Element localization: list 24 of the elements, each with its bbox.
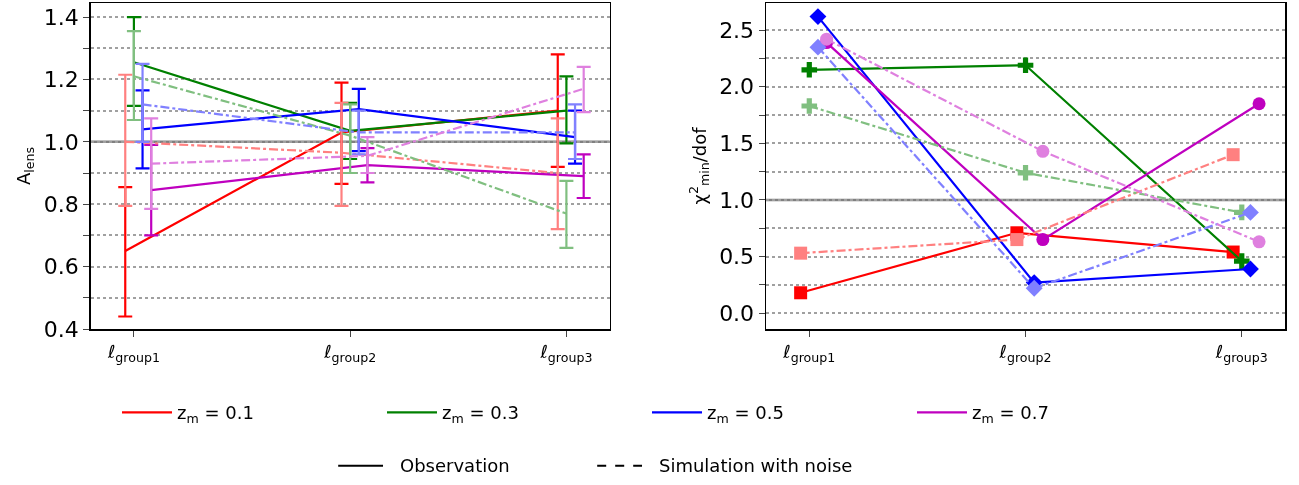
legend-label: z$_{m}$ = 0.7 <box>972 402 1049 427</box>
y-tick-label: 2.0 <box>719 74 755 100</box>
x-tick-label: ℓ$_{group2}$ <box>323 341 377 365</box>
legend-label: z$_{m}$ = 0.1 <box>177 402 254 427</box>
y-tick-label: 1.0 <box>43 129 79 155</box>
legend-label: z$_{m}$ = 0.5 <box>707 402 784 427</box>
y-tick-label: 1.4 <box>43 4 79 30</box>
x-tick-label: ℓ$_{group2}$ <box>998 341 1052 365</box>
text: Observation <box>400 455 510 476</box>
x-tick-label: ℓ$_{group3}$ <box>539 341 593 365</box>
y-tick-label: 0.5 <box>719 244 755 270</box>
y-tick-label: 0.6 <box>43 254 79 280</box>
y-tick-label: 2.5 <box>719 17 755 43</box>
legend-label: z$_{m}$ = 0.3 <box>442 402 519 427</box>
x-tick-label: ℓ$_{group1}$ <box>782 341 836 365</box>
y-tick-label: 0.0 <box>719 300 755 326</box>
x-tick-label: ℓ$_{group3}$ <box>1214 341 1268 365</box>
y-tick-label: 0.8 <box>43 191 79 217</box>
y-tick-label: 0.4 <box>43 316 79 342</box>
text: Simulation with noise <box>659 455 853 476</box>
y-tick-label: 1.5 <box>719 131 755 157</box>
x-tick-label: ℓ$_{group1}$ <box>106 341 160 365</box>
y-tick-label: 1.0 <box>719 187 755 213</box>
y-tick-label: 1.2 <box>43 67 79 93</box>
